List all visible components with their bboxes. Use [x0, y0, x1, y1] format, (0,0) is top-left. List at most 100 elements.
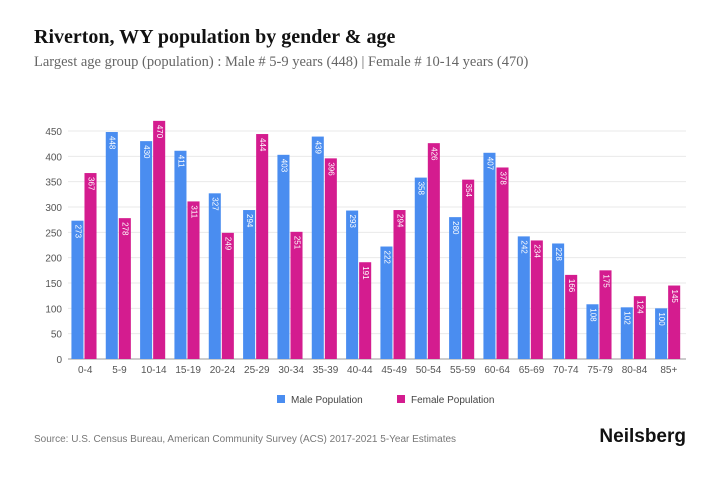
x-tick-label: 20-24: [210, 365, 236, 376]
x-tick-label: 15-19: [175, 365, 201, 376]
bar: [174, 150, 187, 359]
data-label: 249: [224, 237, 233, 251]
chart-title: Riverton, WY population by gender & age: [34, 26, 396, 48]
x-tick-label: 60-64: [484, 365, 510, 376]
data-label: 166: [567, 279, 576, 293]
data-label: 426: [430, 147, 439, 161]
y-tick-label: 300: [45, 203, 62, 214]
data-label: 273: [73, 225, 82, 239]
bar: [414, 177, 427, 359]
legend-swatch: [397, 395, 405, 403]
bar: [71, 220, 84, 359]
bar: [380, 246, 393, 359]
y-tick-label: 100: [45, 304, 62, 315]
data-label: 378: [498, 171, 507, 185]
data-label: 354: [464, 184, 473, 198]
y-tick-label: 50: [51, 330, 63, 341]
data-label: 367: [86, 177, 95, 191]
bar: [496, 167, 509, 359]
bar: [153, 120, 166, 359]
bar: [105, 132, 118, 359]
data-label: 242: [520, 240, 529, 254]
x-tick-label: 75-79: [587, 365, 613, 376]
bar: [427, 143, 440, 359]
y-tick-label: 350: [45, 178, 62, 189]
data-label: 100: [657, 312, 666, 326]
bar: [140, 141, 153, 359]
x-tick-label: 80-84: [622, 365, 648, 376]
data-label: 191: [361, 266, 370, 280]
data-label: 251: [292, 236, 301, 250]
bar: [565, 274, 578, 359]
data-label: 470: [155, 125, 164, 139]
bar: [187, 201, 200, 359]
bar: [483, 152, 496, 359]
data-label: 175: [601, 274, 610, 288]
y-tick-label: 150: [45, 279, 62, 290]
data-label: 311: [189, 205, 198, 218]
x-tick-label: 30-34: [278, 365, 304, 376]
x-tick-label: 5-9: [112, 365, 127, 376]
bar: [359, 262, 372, 359]
bar: [277, 154, 290, 359]
data-label: 444: [258, 138, 267, 152]
data-label: 396: [327, 162, 336, 176]
brand-logo: Neilsberg: [599, 426, 686, 447]
data-label: 327: [211, 197, 220, 211]
data-label: 234: [533, 244, 542, 258]
x-tick-label: 35-39: [313, 365, 339, 376]
bar: [530, 240, 543, 359]
bar: [449, 217, 462, 359]
x-tick-label: 65-69: [519, 365, 545, 376]
y-tick-label: 400: [45, 152, 62, 163]
data-label: 145: [670, 290, 679, 304]
bar: [346, 210, 359, 359]
bar: [633, 296, 646, 359]
data-label: 222: [382, 251, 391, 265]
data-label: 407: [485, 157, 494, 171]
x-tick-label: 45-49: [381, 365, 407, 376]
legend-label: Male Population: [291, 395, 363, 406]
bar: [311, 136, 324, 359]
x-tick-label: 10-14: [141, 365, 167, 376]
legend-label: Female Population: [411, 395, 494, 406]
bar: [290, 231, 303, 359]
data-label: 439: [314, 141, 323, 155]
data-label: 403: [279, 159, 288, 173]
data-label: 228: [554, 247, 563, 261]
data-label: 448: [108, 136, 117, 150]
data-label: 124: [636, 300, 645, 314]
bar: [256, 134, 269, 359]
x-tick-label: 70-74: [553, 365, 579, 376]
bar: [243, 210, 256, 359]
y-tick-label: 0: [56, 355, 62, 366]
y-tick-label: 200: [45, 254, 62, 265]
data-label: 102: [623, 311, 632, 325]
y-tick-label: 450: [45, 127, 62, 138]
data-label: 358: [417, 182, 426, 196]
data-label: 108: [588, 308, 597, 322]
data-label: 280: [451, 221, 460, 235]
bar: [517, 236, 530, 359]
bar: [324, 158, 337, 359]
data-label: 430: [142, 145, 151, 159]
bar: [393, 210, 406, 359]
data-label: 294: [245, 214, 254, 228]
x-tick-label: 25-29: [244, 365, 270, 376]
bar: [668, 285, 681, 359]
x-tick-label: 85+: [660, 365, 677, 376]
data-label: 294: [395, 214, 404, 228]
bar: [599, 270, 612, 359]
data-label: 293: [348, 215, 357, 229]
y-tick-label: 250: [45, 228, 62, 239]
bar: [84, 173, 97, 359]
x-tick-label: 50-54: [416, 365, 442, 376]
source-note: Source: U.S. Census Bureau, American Com…: [34, 434, 457, 445]
chart-subtitle: Largest age group (population) : Male # …: [34, 54, 529, 70]
bar: [586, 304, 599, 359]
bar: [221, 232, 234, 359]
bar: [208, 193, 221, 359]
data-label: 278: [121, 222, 130, 236]
x-tick-label: 55-59: [450, 365, 476, 376]
